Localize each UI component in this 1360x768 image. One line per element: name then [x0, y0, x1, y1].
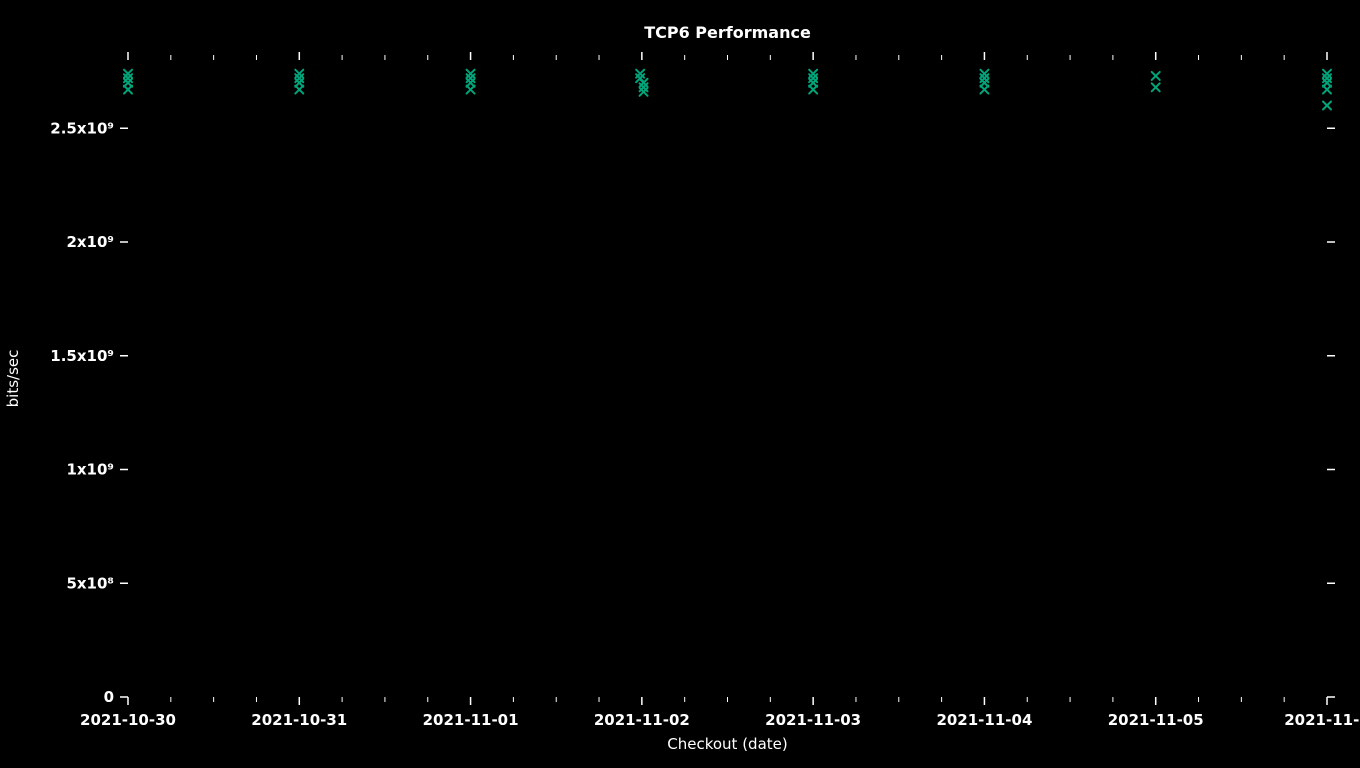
y-axis-label: bits/sec	[4, 350, 22, 408]
data-point	[467, 86, 475, 94]
y-tick-label: 1x10⁹	[66, 461, 114, 479]
data-point	[124, 86, 132, 94]
chart-title: TCP6 Performance	[644, 23, 811, 42]
data-point	[1323, 102, 1331, 110]
tcp6-performance-chart: TCP6 Performance bits/sec Checkout (date…	[0, 0, 1360, 768]
x-tick-label: 2021-11-0	[1284, 711, 1360, 729]
y-tick-label: 1.5x10⁹	[50, 347, 114, 365]
data-point	[1152, 83, 1160, 91]
data-point	[295, 86, 303, 94]
x-tick-label: 2021-10-30	[80, 711, 176, 729]
x-tick-label: 2021-10-31	[251, 711, 347, 729]
x-tick-label: 2021-11-05	[1108, 711, 1204, 729]
data-point	[980, 86, 988, 94]
y-tick-label: 2x10⁹	[66, 233, 114, 251]
y-tick-label: 2.5x10⁹	[50, 119, 114, 137]
y-tick-label: 0	[104, 688, 114, 706]
x-tick-label: 2021-11-01	[423, 711, 519, 729]
x-tick-label: 2021-11-02	[594, 711, 690, 729]
x-axis-label: Checkout (date)	[667, 735, 787, 753]
data-point	[809, 86, 817, 94]
y-axis-ticks: 0 5x10⁸ 1x10⁹ 1.5x10⁹ 2x10⁹ 2.5x10⁹	[50, 119, 1335, 706]
y-tick-label: 5x10⁸	[66, 574, 114, 592]
x-tick-label: 2021-11-04	[936, 711, 1032, 729]
data-point	[1152, 72, 1160, 80]
x-axis-ticks: 2021-10-302021-10-312021-11-012021-11-02…	[80, 52, 1360, 729]
chart-svg: TCP6 Performance bits/sec Checkout (date…	[0, 0, 1360, 768]
data-point	[640, 88, 648, 96]
x-tick-label: 2021-11-03	[765, 711, 861, 729]
data-points	[124, 70, 1331, 110]
data-point	[1323, 86, 1331, 94]
